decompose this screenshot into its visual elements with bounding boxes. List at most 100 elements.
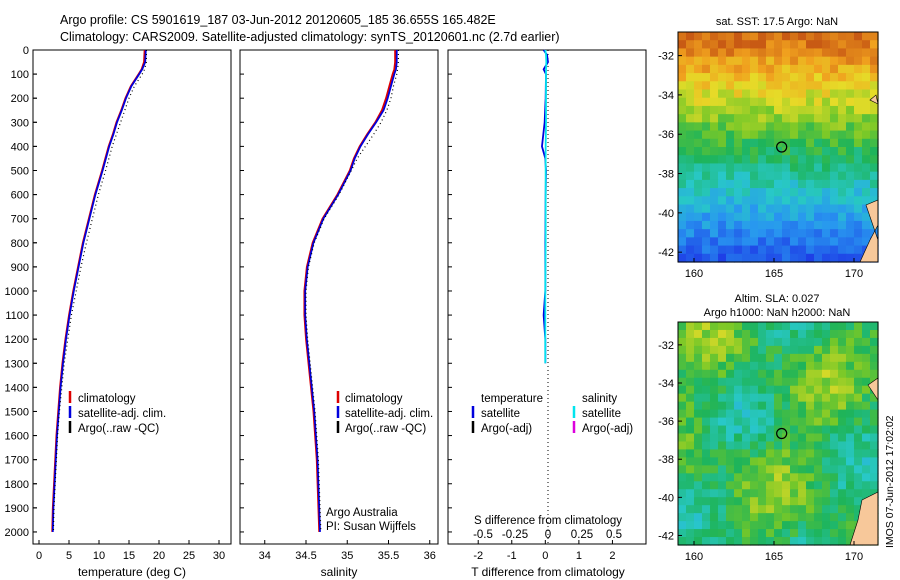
heatmap-cell: [846, 114, 855, 123]
heatmap-cell: [806, 473, 815, 482]
heatmap-cell: [766, 163, 775, 173]
heatmap-cell: [846, 425, 855, 435]
heatmap-cell: [782, 122, 791, 132]
series-line-satellite-adj-clim-: [304, 50, 398, 532]
heatmap-cell: [678, 441, 687, 451]
heatmap-cell: [742, 97, 751, 107]
heatmap-cell: [838, 361, 847, 371]
heatmap-cell: [678, 322, 687, 331]
heatmap-cell: [798, 204, 807, 214]
heatmap-cell: [758, 130, 767, 140]
heatmap-cell: [782, 409, 791, 419]
heatmap-cell: [694, 220, 703, 230]
heatmap-cell: [790, 155, 799, 165]
heatmap-cell: [790, 64, 799, 74]
heatmap-cell: [758, 204, 767, 214]
heatmap-cell: [678, 32, 687, 41]
heatmap-cell: [734, 56, 743, 66]
heatmap-cell: [798, 212, 807, 222]
heatmap-cell: [686, 40, 695, 50]
heatmap-cell: [678, 433, 687, 443]
heatmap-cell: [758, 122, 767, 132]
heatmap-cell: [734, 537, 743, 546]
heatmap-cell: [742, 155, 751, 165]
heatmap-cell: [750, 40, 759, 50]
heatmap-cell: [822, 196, 831, 206]
heatmap-cell: [782, 329, 791, 339]
heatmap-cell: [742, 130, 751, 140]
heatmap-cell: [854, 147, 863, 156]
heatmap-cell: [726, 329, 735, 339]
heatmap-cell: [862, 337, 871, 347]
heatmap-cell: [774, 505, 783, 514]
heatmap-cell: [846, 64, 855, 74]
heatmap-cell: [742, 204, 751, 214]
heatmap-cell: [774, 417, 783, 427]
heatmap-cell: [806, 220, 815, 230]
heatmap-cell: [798, 521, 807, 530]
heatmap-cell: [862, 155, 871, 165]
legend-satellite-label: satellite-adj. clim.: [78, 408, 166, 420]
heatmap-cell: [838, 329, 847, 339]
heatmap-cell: [734, 155, 743, 165]
heatmap-cell: [838, 337, 847, 347]
heatmap-cell: [822, 425, 831, 435]
heatmap-cell: [678, 73, 687, 82]
heatmap-cell: [790, 73, 799, 82]
heatmap-cell: [862, 56, 871, 66]
heatmap-cell: [806, 513, 815, 522]
heatmap-cell: [846, 537, 855, 546]
heatmap-cell: [862, 73, 871, 82]
heatmap-cell: [710, 322, 719, 331]
heatmap-cell: [694, 114, 703, 123]
heatmap-cell: [846, 497, 855, 506]
heatmap-cell: [758, 409, 767, 419]
heatmap-cell: [686, 147, 695, 156]
heatmap-cell: [838, 245, 847, 255]
heatmap-cell: [862, 385, 871, 395]
depth-tick-label: 200: [11, 93, 29, 105]
sla-map-title-1: Altim. SLA: 0.027: [735, 293, 820, 305]
heatmap-cell: [734, 245, 743, 255]
heatmap-cell: [718, 196, 727, 206]
heatmap-cell: [822, 155, 831, 165]
heatmap-cell: [838, 196, 847, 206]
heatmap-cell: [870, 417, 879, 427]
heatmap-cell: [830, 417, 839, 427]
heatmap-cell: [782, 40, 791, 50]
heatmap-cell: [686, 457, 695, 466]
heatmap-cell: [758, 188, 767, 197]
heatmap-cell: [854, 322, 863, 331]
heatmap-cell: [686, 401, 695, 411]
heatmap-cell: [854, 122, 863, 132]
x-tick-label: 36: [424, 550, 436, 562]
heatmap-cell: [830, 163, 839, 173]
heatmap-cell: [726, 220, 735, 230]
heatmap-cell: [782, 513, 791, 522]
heatmap-cell: [702, 204, 711, 214]
heatmap-cell: [814, 409, 823, 419]
heatmap-cell: [798, 537, 807, 546]
heatmap-cell: [790, 322, 799, 331]
heatmap-cell: [830, 393, 839, 403]
heatmap-cell: [830, 465, 839, 474]
heatmap-cell: [822, 81, 831, 91]
heatmap-cell: [806, 505, 815, 514]
heatmap-cell: [766, 425, 775, 435]
heatmap-cell: [710, 401, 719, 411]
heatmap-cell: [726, 449, 735, 458]
heatmap-cell: [846, 345, 855, 355]
heatmap-cell: [854, 497, 863, 506]
heatmap-cell: [702, 489, 711, 498]
heatmap-cell: [782, 48, 791, 58]
heatmap-cell: [686, 204, 695, 214]
heatmap-cell: [822, 212, 831, 222]
heatmap-cell: [734, 204, 743, 214]
heatmap-cell: [750, 56, 759, 66]
heatmap-cell: [846, 337, 855, 347]
heatmap-cell: [758, 163, 767, 173]
heatmap-cell: [766, 385, 775, 395]
heatmap-cell: [758, 64, 767, 74]
heatmap-cell: [798, 385, 807, 395]
